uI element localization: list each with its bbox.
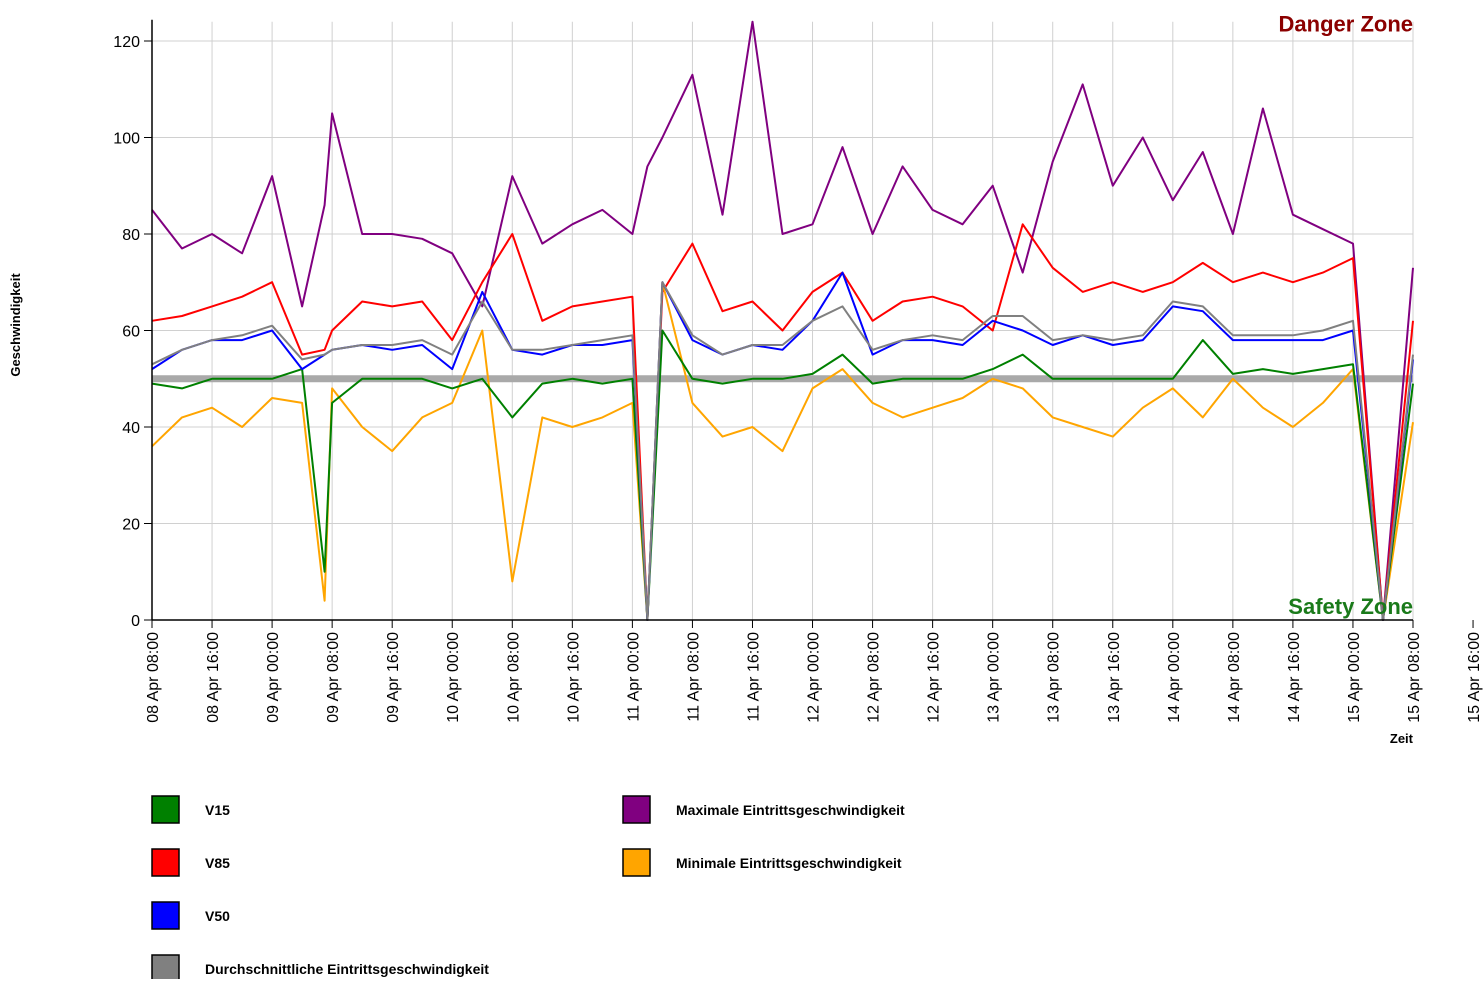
x-tick-label: 11 Apr 08:00 xyxy=(685,632,702,722)
legend-label: V15 xyxy=(205,802,230,818)
x-tick-label: 15 Apr 08:00 xyxy=(1406,632,1423,723)
x-tick-label: 11 Apr 16:00 xyxy=(745,632,762,722)
x-tick-label: 09 Apr 08:00 xyxy=(325,632,342,723)
x-tick-label: 12 Apr 00:00 xyxy=(806,632,823,723)
x-tick-label: 12 Apr 16:00 xyxy=(926,632,943,723)
legend-swatch xyxy=(151,795,180,824)
x-tick-label: 13 Apr 08:00 xyxy=(1046,632,1063,723)
series-line xyxy=(151,281,1414,621)
legend-swatch xyxy=(622,795,651,824)
x-tick-label: 09 Apr 00:00 xyxy=(265,632,282,723)
x-tick-label: 13 Apr 16:00 xyxy=(1106,632,1123,723)
series-line xyxy=(151,329,1414,621)
y-tick-label: 100 xyxy=(113,131,140,148)
x-tick-label: 10 Apr 16:00 xyxy=(565,632,582,723)
series-line xyxy=(151,223,1414,621)
series-line xyxy=(151,20,1414,621)
x-tick-label: 15 Apr 00:00 xyxy=(1346,632,1363,723)
series-line xyxy=(151,271,1414,621)
legend-label: Durchschnittliche Eintrittsgeschwindigke… xyxy=(205,961,489,977)
series-line xyxy=(151,281,1414,621)
legend-swatch xyxy=(151,901,180,930)
x-tick-label: 14 Apr 00:00 xyxy=(1166,632,1183,723)
x-tick-label: 08 Apr 08:00 xyxy=(145,632,162,723)
x-tick-label: 15 Apr 16:00 xyxy=(1466,632,1483,723)
x-tick-label: 10 Apr 00:00 xyxy=(445,632,462,723)
y-tick-label: 0 xyxy=(131,613,140,630)
danger-zone-label: Danger Zone xyxy=(1279,12,1413,37)
legend-label: V85 xyxy=(205,855,230,871)
safety-zone-label: Safety Zone xyxy=(1288,594,1413,619)
y-tick-label: 40 xyxy=(122,420,140,437)
x-tick-label: 12 Apr 08:00 xyxy=(866,632,883,723)
x-tick-label: 13 Apr 00:00 xyxy=(986,632,1003,723)
legend-label: Minimale Eintrittsgeschwindigkeit xyxy=(676,855,902,871)
legend-label: Maximale Eintrittsgeschwindigkeit xyxy=(676,802,905,818)
x-tick-label: 10 Apr 08:00 xyxy=(505,632,522,723)
legend-swatch xyxy=(151,954,180,983)
legend-label: V50 xyxy=(205,908,230,924)
y-tick-label: 80 xyxy=(122,227,140,244)
x-tick-label: 11 Apr 00:00 xyxy=(625,632,642,722)
x-tick-label: 08 Apr 16:00 xyxy=(205,632,222,723)
legend-swatch xyxy=(622,848,651,877)
x-tick-label: 09 Apr 16:00 xyxy=(385,632,402,723)
y-tick-label: 120 xyxy=(113,34,140,51)
x-tick-label: 14 Apr 08:00 xyxy=(1226,632,1243,723)
y-tick-label: 20 xyxy=(122,517,140,534)
legend-swatch xyxy=(151,848,180,877)
y-axis-label: Geschwindigkeit xyxy=(8,273,23,377)
x-tick-label: 14 Apr 16:00 xyxy=(1286,632,1303,723)
x-axis-label: Zeit xyxy=(1390,731,1414,746)
y-tick-label: 60 xyxy=(122,324,140,341)
